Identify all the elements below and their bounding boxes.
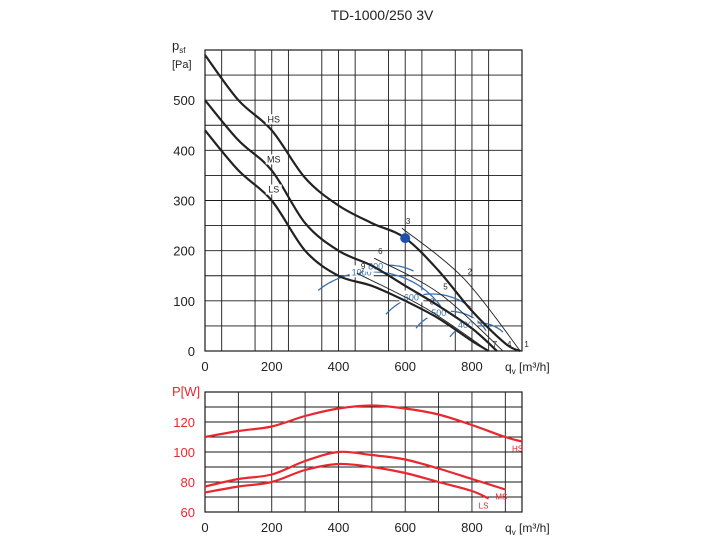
x-tick-label: 400 bbox=[328, 359, 350, 374]
power-series-label: HS bbox=[512, 445, 523, 454]
curve-ls bbox=[204, 129, 490, 352]
y-tick-label: 300 bbox=[173, 194, 195, 209]
system-curve bbox=[401, 227, 521, 352]
power-chart: 0 200 400 600 800 60 80 100 120 P[W] qv [m³/h] HS MS… bbox=[172, 384, 550, 537]
x-tick-label: 600 bbox=[394, 359, 416, 374]
series-label: MS bbox=[267, 154, 281, 164]
system-curve bbox=[373, 257, 504, 352]
operating-point-label: 2 bbox=[468, 267, 473, 276]
y-tick-label: 120 bbox=[173, 415, 195, 430]
pressure-chart: 0 200 400 600 800 0 100 200 300 400 500 psf [Pa] qv [… bbox=[172, 38, 550, 376]
x-axis-label: qv [m³/h] bbox=[505, 360, 550, 376]
y-axis-label: P[W] bbox=[172, 384, 200, 399]
x-tick-label: 400 bbox=[328, 520, 350, 535]
curve-hs bbox=[204, 54, 521, 353]
operating-point-label: 9 bbox=[361, 262, 366, 271]
x-tick-label: 0 bbox=[201, 359, 208, 374]
y-axis-label: psf bbox=[172, 38, 186, 55]
series-label: LS bbox=[268, 185, 279, 195]
y-tick-label: 100 bbox=[173, 294, 195, 309]
isoline-label: 500 bbox=[431, 308, 446, 318]
operating-point-label: 8 bbox=[430, 297, 435, 306]
operating-point-marker bbox=[400, 233, 411, 244]
isoline-600 bbox=[385, 293, 471, 315]
power-series-label: MS bbox=[495, 493, 507, 502]
operating-point-label: 5 bbox=[443, 282, 448, 291]
y-tick-label: 500 bbox=[173, 93, 195, 108]
y-tick-label: 0 bbox=[188, 344, 195, 359]
chart-title: TD-1000/250 3V bbox=[331, 7, 434, 23]
x-tick-label: 600 bbox=[394, 520, 416, 535]
x-tick-label: 200 bbox=[261, 359, 283, 374]
operating-point-label: 7 bbox=[493, 340, 498, 349]
series-label-bg bbox=[265, 154, 282, 165]
system-curve bbox=[356, 272, 489, 352]
power-curve-ms bbox=[204, 450, 506, 491]
isoline-label: 600 bbox=[404, 292, 419, 302]
plot-frame bbox=[204, 49, 523, 352]
power-series-label: LS bbox=[479, 502, 489, 511]
y-tick-label: 80 bbox=[181, 475, 195, 490]
x-tick-label: 200 bbox=[261, 520, 283, 535]
isoline-1000 bbox=[317, 271, 444, 311]
plot-frame bbox=[204, 391, 523, 513]
operating-point-label: 4 bbox=[507, 340, 512, 349]
y-tick-label: 100 bbox=[173, 445, 195, 460]
isoline-label-bg bbox=[363, 259, 388, 272]
y-tick-label: 60 bbox=[181, 505, 195, 520]
series-label: HS bbox=[267, 114, 280, 124]
x-tick-label: 800 bbox=[461, 520, 483, 535]
isoline-label: 400 bbox=[458, 320, 473, 330]
operating-point-label: 6 bbox=[378, 247, 383, 256]
x-tick-label: 0 bbox=[201, 520, 208, 535]
power-curve-hs bbox=[204, 404, 523, 443]
y-tick-label: 200 bbox=[173, 244, 195, 259]
power-curve-ls bbox=[204, 462, 490, 500]
x-axis-label: qv [m³/h] bbox=[505, 521, 550, 537]
series-label-bg bbox=[265, 184, 282, 195]
operating-point-label: 3 bbox=[406, 217, 411, 226]
x-tick-label: 800 bbox=[461, 359, 483, 374]
series-label-bg bbox=[265, 114, 282, 125]
operating-point-label: 1 bbox=[524, 340, 529, 349]
curve-ms bbox=[204, 99, 498, 352]
y-tick-label: 400 bbox=[173, 143, 195, 158]
y-axis-unit: [Pa] bbox=[172, 59, 192, 71]
